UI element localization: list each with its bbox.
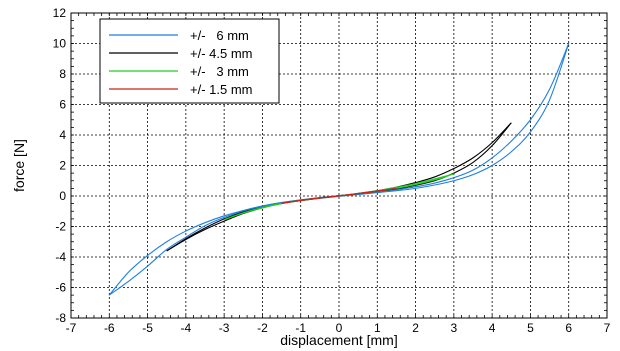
y-tick-label: 4 (59, 128, 66, 142)
y-tick-label: 0 (59, 189, 66, 203)
series-3-unloading-line (281, 187, 397, 204)
x-tick-label: -7 (66, 321, 77, 335)
x-tick-label: -2 (257, 321, 268, 335)
x-tick-label: 2 (412, 321, 419, 335)
x-tick-label: -6 (104, 321, 115, 335)
x-tick-label: 5 (527, 321, 534, 335)
plot-frame (70, 12, 608, 319)
y-tick-label: 10 (53, 37, 67, 51)
x-tick-label: 1 (374, 321, 381, 335)
y-tick-label: -6 (55, 281, 66, 295)
x-tick-label: 6 (565, 321, 572, 335)
y-tick-label: 8 (59, 67, 66, 81)
legend-label: +/- 3 mm (190, 64, 249, 79)
y-tick-label: -4 (55, 250, 66, 264)
x-tick-label: -1 (295, 321, 306, 335)
x-axis-label: displacement [mm] (280, 332, 397, 348)
legend: +/- 6 mm +/- 4.5 mm +/- 3 mm +/- 1.5 mm (99, 18, 280, 104)
y-tick-label: 12 (53, 6, 67, 20)
y-tick-label: 6 (59, 98, 66, 112)
x-tick-label: 0 (336, 321, 343, 335)
x-tick-label: 4 (489, 321, 496, 335)
series-lines (108, 43, 570, 296)
legend-label: +/- 6 mm (190, 28, 249, 43)
legend-label: +/- 1.5 mm (190, 82, 253, 97)
x-tick-label: -5 (142, 321, 153, 335)
x-tick-label: 7 (604, 321, 611, 335)
y-axis-label: force [N] (11, 139, 27, 192)
x-tick-label: -4 (181, 321, 192, 335)
y-tick-label: -2 (55, 220, 66, 234)
x-tick-label: -3 (219, 321, 230, 335)
legend-items: +/- 6 mm +/- 4.5 mm +/- 3 mm +/- 1.5 mm (109, 28, 253, 97)
x-tick-label: 3 (451, 321, 458, 335)
y-tick-label: 2 (59, 159, 66, 173)
legend-label: +/- 4.5 mm (190, 46, 253, 61)
y-tick-label: -8 (55, 311, 66, 325)
